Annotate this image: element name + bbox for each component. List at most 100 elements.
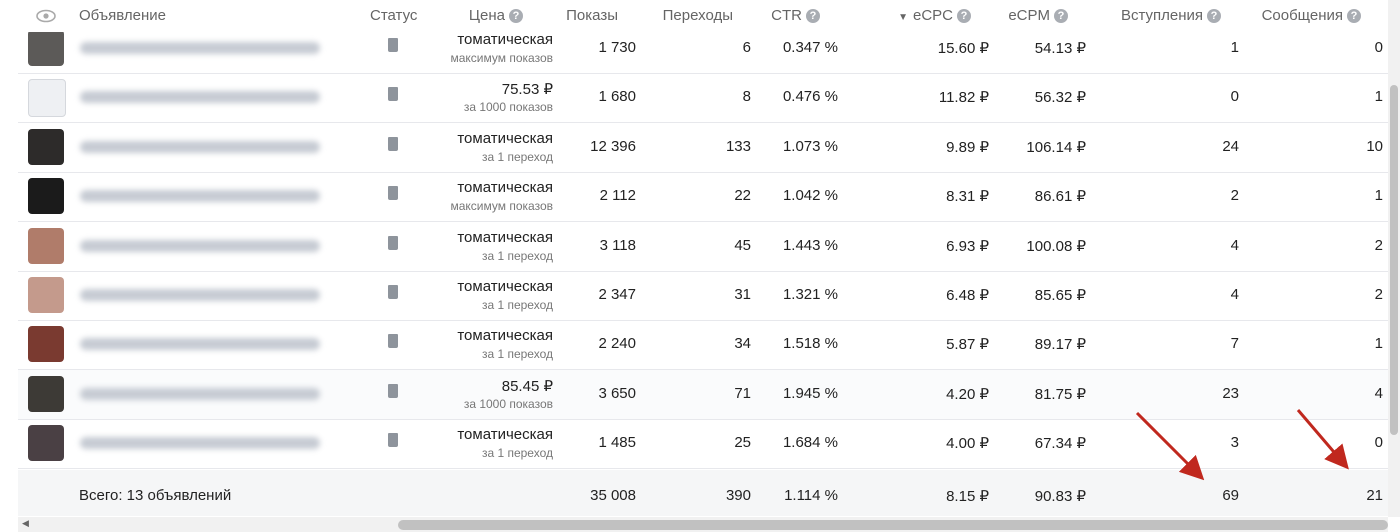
delete-icon[interactable] (388, 383, 398, 398)
ad-thumbnail[interactable] (28, 227, 64, 264)
price-note: максимум показов (450, 51, 554, 65)
ecpm: 54.13 ₽ (1034, 40, 1086, 57)
ad-thumbnail[interactable] (28, 425, 64, 462)
ad-name-blurred[interactable] (80, 437, 320, 450)
joins: 23 (1222, 384, 1239, 402)
ad-name-blurred[interactable] (80, 190, 320, 203)
ecpm: 81.75 ₽ (1034, 385, 1086, 403)
total-ecpc: 8.15 ₽ (946, 488, 989, 505)
impressions: 3 118 (599, 236, 636, 254)
col-clicks[interactable]: Переходы (662, 7, 733, 24)
impressions: 1 680 (598, 88, 636, 106)
col-ecpm[interactable]: eCPM? (1008, 7, 1068, 24)
joins: 7 (1230, 335, 1239, 353)
ctr: 0.347 % (782, 39, 838, 56)
table-row[interactable]: 85.45 ₽ за 1000 показов 3 650 71 1.945 % 4.20… (18, 369, 1388, 420)
ecpm: 86.61 ₽ (1034, 188, 1086, 206)
table-row[interactable]: томатическая за 1 переход 12 396 133 1.073 %… (18, 123, 1388, 173)
h-thumb[interactable] (398, 520, 1388, 530)
ad-name-blurred[interactable] (80, 239, 320, 252)
delete-icon[interactable] (388, 433, 398, 448)
col-ctr[interactable]: CTR? (771, 7, 820, 24)
messages: 2 (1374, 286, 1383, 303)
help[interactable]: ? (509, 9, 523, 23)
joins: 3 (1230, 434, 1239, 452)
ecpm: 56.32 ₽ (1034, 89, 1086, 107)
price-note: за 1 переход (481, 347, 553, 362)
help[interactable]: ? (806, 9, 820, 23)
ad-thumbnail[interactable] (28, 128, 64, 165)
clicks: 25 (734, 434, 751, 452)
ad-thumbnail[interactable] (28, 79, 66, 118)
impressions: 3 650 (598, 384, 636, 402)
help[interactable]: ? (1347, 9, 1361, 23)
total-ecpm: 90.83 ₽ (1034, 488, 1086, 505)
ecpc: 5.87 ₽ (946, 336, 989, 354)
ad-name-blurred[interactable] (80, 91, 320, 104)
delete-icon[interactable] (388, 186, 398, 201)
col-ecpc[interactable]: ▼ eCPC? (898, 7, 971, 24)
ad-thumbnail[interactable] (28, 277, 64, 313)
table-row[interactable]: томатическая за 1 переход 1 485 25 1.684 % 4.… (18, 419, 1388, 470)
messages: 2 (1374, 236, 1383, 254)
messages: 4 (1374, 384, 1383, 402)
impressions: 1 485 (598, 434, 636, 452)
messages: 10 (1366, 137, 1383, 155)
messages: 1 (1374, 335, 1383, 353)
price: томатическая (457, 228, 553, 246)
ad-thumbnail[interactable] (28, 375, 64, 412)
clicks: 8 (742, 88, 751, 106)
ad-thumbnail[interactable] (28, 178, 64, 215)
table-row[interactable]: томатическая максимум показов 1 730 6 0.347 … (18, 24, 1388, 74)
price-note: за 1 переход (481, 248, 553, 263)
clicks: 45 (734, 236, 751, 254)
table-row[interactable]: томатическая максимум показов 2 112 22 1.042… (18, 172, 1388, 223)
help[interactable]: ? (1054, 9, 1068, 23)
help[interactable]: ? (1207, 9, 1221, 23)
delete-icon[interactable] (388, 285, 398, 299)
label: Цена (468, 7, 505, 24)
delete-icon[interactable] (388, 38, 398, 52)
ecpc: 6.93 ₽ (946, 237, 989, 255)
eye-icon[interactable] (36, 9, 56, 23)
col-status[interactable]: Статус (370, 7, 418, 24)
v-scrollbar[interactable] (1388, 0, 1400, 517)
table-row[interactable]: томатическая за 1 переход 3 118 45 1.443 % 6.… (18, 222, 1388, 272)
table-row[interactable]: 75.53 ₽ за 1000 показов 1 680 8 0.476 % 11.82… (18, 73, 1388, 124)
ad-name-blurred[interactable] (80, 140, 320, 153)
col-price[interactable]: Цена? (469, 7, 523, 24)
delete-icon[interactable] (388, 87, 398, 102)
ecpm: 89.17 ₽ (1034, 336, 1086, 354)
ecpc: 8.31 ₽ (946, 188, 989, 206)
help[interactable]: ? (957, 9, 971, 23)
ad-name-blurred[interactable] (80, 338, 320, 351)
ecpm: 106.14 ₽ (1026, 138, 1086, 156)
h-scrollbar[interactable]: ◀ (18, 517, 1388, 532)
ad-thumbnail[interactable] (28, 30, 64, 66)
col-joins[interactable]: Вступления? (1121, 7, 1221, 24)
delete-icon[interactable] (388, 334, 398, 349)
ad-name-blurred[interactable] (80, 42, 320, 54)
delete-icon[interactable] (388, 136, 398, 151)
joins: 24 (1222, 137, 1239, 155)
v-thumb[interactable] (1390, 85, 1398, 435)
total-joins: 69 (1222, 487, 1239, 504)
table-row[interactable]: томатическая за 1 переход 2 240 34 1.518 % 5.… (18, 320, 1388, 371)
ad-name-blurred[interactable] (80, 289, 320, 301)
ecpc: 15.60 ₽ (937, 40, 989, 57)
label: eCPC (912, 7, 953, 24)
price: томатическая (457, 327, 553, 345)
delete-icon[interactable] (388, 235, 398, 250)
ctr: 1.684 % (782, 434, 838, 452)
col-impressions[interactable]: Показы (566, 7, 618, 24)
clicks: 133 (725, 137, 751, 155)
table-row[interactable]: томатическая за 1 переход 2 347 31 1.321 % 6.… (18, 271, 1388, 321)
price: 85.45 ₽ (501, 377, 553, 395)
label: Сообщения (1261, 7, 1343, 24)
clicks: 6 (742, 39, 751, 56)
col-messages[interactable]: Сообщения? (1262, 7, 1361, 24)
ad-name-blurred[interactable] (80, 387, 320, 400)
ad-thumbnail[interactable] (28, 326, 64, 363)
col-ad[interactable]: Объявление (79, 7, 166, 24)
